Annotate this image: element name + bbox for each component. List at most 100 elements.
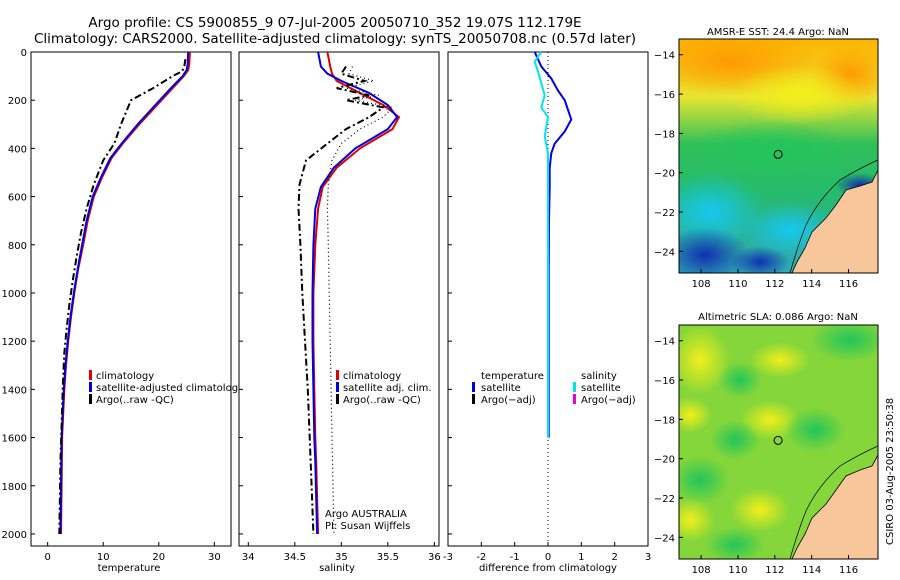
legend-swatch-satellite	[89, 382, 92, 392]
legend-label-temp-argo: Argo(−adj)	[481, 395, 536, 406]
x-tick-label: -3	[443, 552, 453, 563]
lat-tick-label: −20	[654, 169, 675, 180]
legend-label-climatology: climatology	[96, 371, 154, 382]
figure-title-line1: Argo profile: CS 5900855_9 07-Jul-2005 2…	[88, 15, 581, 31]
x-tick-label: 35.5	[377, 552, 399, 563]
legend-swatch-argo	[336, 394, 339, 404]
sla-map-title: Altimetric SLA: 0.086 Argo: NaN	[698, 312, 858, 323]
temperature-legend: climatology satellite-adjusted climatolo…	[89, 370, 244, 406]
argo-program-label: Argo AUSTRALIA	[325, 509, 407, 520]
legend-swatch-climatology	[336, 370, 339, 380]
x-tick-label: 0	[545, 552, 551, 563]
x-tick-label: 10	[97, 552, 110, 563]
x-tick-label: 30	[208, 552, 221, 563]
legend-swatch-temp-argo	[472, 394, 475, 404]
lon-tick-label: 110	[728, 565, 747, 576]
salinity-xlabel: salinity	[319, 563, 355, 574]
lat-tick-label: −16	[654, 90, 675, 101]
lat-tick-label: −24	[654, 247, 675, 258]
x-tick-label: 1	[578, 552, 584, 563]
difference-xlabel: difference from climatology	[479, 563, 617, 574]
x-tick-label: -1	[510, 552, 520, 563]
lat-tick-label: −20	[654, 455, 675, 466]
lon-tick-label: 110	[728, 279, 747, 290]
lat-tick-label: −22	[654, 208, 675, 219]
x-tick-label: -2	[476, 552, 486, 563]
legend-label-temp-satellite: satellite	[481, 383, 521, 394]
series-line-argo-salinity-dotted	[326, 66, 394, 535]
y-tick-label: 800	[8, 241, 27, 252]
legend-title-temperature: temperature	[481, 371, 544, 382]
y-tick-label: 0	[21, 48, 27, 59]
temperature-profile-panel: 0 10 20 30 0 200 400 600 800 1000 1200 1400 1600 1800…	[2, 48, 244, 574]
salinity-profile-panel: 34 34.5 35 35.5 36 salinity climatology sate…	[238, 51, 441, 574]
sst-map-title: AMSR-E SST: 24.4 Argo: NaN	[707, 27, 849, 38]
sst-map-panel: AMSR-E SST: 24.4 Argo: NaN 108 110 112 114 1…	[654, 27, 879, 290]
y-tick-label: 1400	[2, 385, 27, 396]
y-tick-label: 2000	[2, 530, 27, 541]
legend-swatch-satellite	[336, 382, 339, 392]
lon-tick-label: 108	[692, 279, 711, 290]
lon-tick-label: 114	[802, 279, 821, 290]
sla-field-image	[679, 325, 878, 559]
y-tick-label: 1600	[2, 434, 27, 445]
argo-float-position-marker	[773, 435, 783, 445]
legend-title-salinity: salinity	[581, 371, 617, 382]
x-tick-label: 34	[242, 552, 255, 563]
difference-legend: temperature satellite Argo(−adj) salinit…	[472, 371, 636, 406]
legend-swatch-argo	[89, 394, 92, 404]
sla-map-frame	[678, 324, 879, 560]
isobath-contour	[789, 445, 878, 559]
lon-tick-label: 112	[765, 565, 784, 576]
sla-map-panel: Altimetric SLA: 0.086 Argo: NaN 108 110 11…	[654, 312, 879, 576]
x-tick-label: 34.5	[284, 552, 306, 563]
legend-label-climatology: climatology	[343, 371, 401, 382]
lat-tick-label: −24	[654, 533, 675, 544]
legend-label-sal-argo: Argo(−adj)	[581, 395, 636, 406]
pi-label: PI: Susan Wijffels	[325, 521, 410, 532]
lon-tick-label: 108	[692, 565, 711, 576]
lat-tick-label: −22	[654, 494, 675, 505]
legend-label-satellite: satellite-adjusted climatology	[96, 383, 244, 394]
x-tick-label: 20	[152, 552, 165, 563]
y-tick-label: 400	[8, 144, 27, 155]
series-line-satellite-adj-clim	[311, 51, 399, 535]
y-tick-label: 1800	[2, 482, 27, 493]
land-mass	[791, 454, 878, 559]
csiro-credit: CSIRO 03-Aug-2005 23:50:38	[885, 398, 896, 545]
series-line-salinity-satellite	[533, 51, 550, 438]
legend-swatch-temp-satellite	[472, 382, 475, 392]
isobath-contour	[789, 159, 878, 273]
lon-tick-label: 116	[839, 279, 858, 290]
lon-tick-label: 112	[765, 279, 784, 290]
y-tick-label: 600	[8, 193, 27, 204]
sst-map-frame	[678, 38, 879, 274]
legend-label-argo: Argo(..raw -QC)	[343, 395, 421, 406]
land-mass	[791, 169, 878, 273]
x-tick-label: 35	[335, 552, 348, 563]
lon-tick-label: 114	[802, 565, 821, 576]
x-tick-label: 3	[645, 552, 651, 563]
salinity-plot-frame	[238, 51, 440, 547]
lat-tick-label: −14	[654, 51, 675, 62]
legend-swatch-climatology	[89, 370, 92, 380]
legend-label-sal-satellite: satellite	[581, 383, 621, 394]
lat-tick-label: −16	[654, 376, 675, 387]
y-tick-label: 1200	[2, 337, 27, 348]
x-tick-label: 0	[44, 552, 50, 563]
lat-tick-label: −18	[654, 129, 675, 140]
legend-swatch-sal-satellite	[573, 382, 576, 392]
x-tick-label: 2	[611, 552, 617, 563]
legend-label-satellite: satellite adj. clim.	[343, 383, 432, 394]
difference-profile-panel: -3 -2 -1 0 1 2 3 difference from climatology t…	[443, 51, 651, 574]
y-tick-label: 1000	[2, 289, 27, 300]
x-tick-label: 36	[428, 552, 441, 563]
series-line-satellite-adjusted-climatology	[59, 51, 190, 535]
y-tick-label: 200	[8, 96, 27, 107]
sst-field-image	[679, 39, 878, 273]
salinity-legend: climatology satellite adj. clim. Argo(..…	[336, 370, 432, 406]
figure-title-line2: Climatology: CARS2000. Satellite-adjuste…	[34, 31, 636, 47]
legend-swatch-sal-argo	[573, 394, 576, 404]
series-line-argo-raw-qc	[58, 59, 187, 535]
